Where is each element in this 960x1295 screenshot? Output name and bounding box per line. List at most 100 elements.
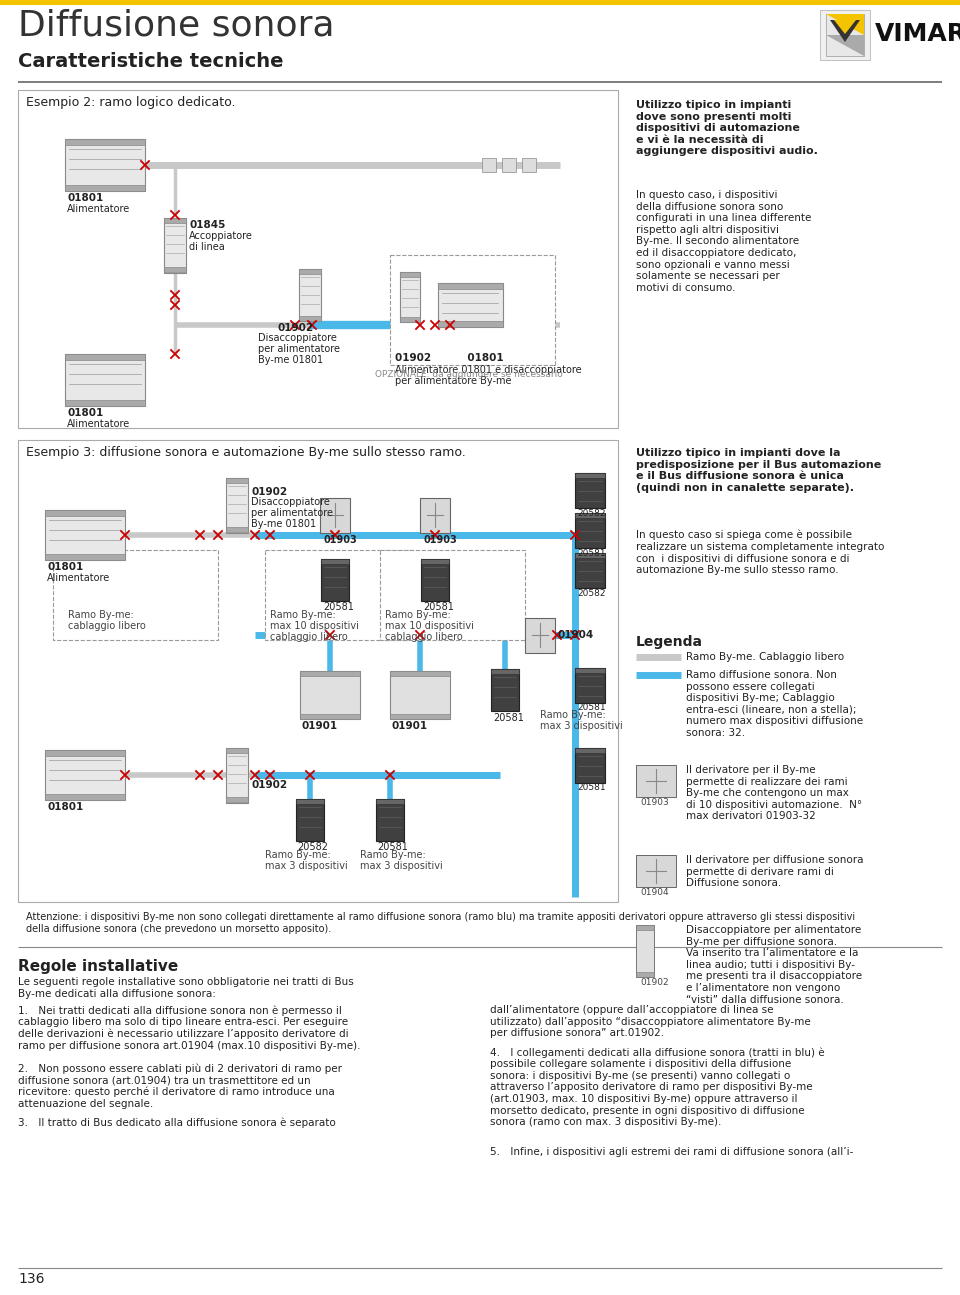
Text: 20581: 20581 — [423, 602, 454, 613]
Bar — [438, 284, 503, 328]
Text: 01904: 01904 — [640, 888, 668, 897]
Text: 20581: 20581 — [577, 783, 606, 793]
Bar — [65, 185, 145, 190]
Bar — [400, 272, 420, 322]
Bar — [226, 478, 248, 483]
Text: 01904: 01904 — [557, 629, 593, 640]
Bar — [826, 14, 864, 56]
Text: 01903: 01903 — [423, 535, 457, 545]
Text: Ramo By-me:: Ramo By-me: — [68, 610, 133, 620]
Bar — [575, 668, 605, 673]
Bar — [18, 440, 618, 903]
Bar — [390, 671, 450, 719]
Text: 01902: 01902 — [251, 487, 287, 497]
Bar — [575, 749, 605, 783]
Text: Utilizzo tipico in impianti
dove sono presenti molti
dispositivi di automazione
: Utilizzo tipico in impianti dove sono pr… — [636, 100, 818, 157]
Text: 2. Non possono essere cablati più di 2 derivatori di ramo per
diffusione sonora : 2. Non possono essere cablati più di 2 d… — [18, 1063, 342, 1109]
Text: Esempio 2: ramo logico dedicato.: Esempio 2: ramo logico dedicato. — [26, 96, 235, 109]
Bar — [45, 554, 125, 559]
Text: 20581: 20581 — [577, 703, 606, 712]
Text: 01901: 01901 — [392, 721, 428, 730]
Text: Alimentatore 01801 e disaccoppiatore: Alimentatore 01801 e disaccoppiatore — [395, 365, 582, 376]
Bar — [820, 10, 870, 60]
Text: 01801: 01801 — [67, 193, 104, 203]
Text: per alimentatore: per alimentatore — [258, 344, 340, 354]
Text: Ramo By-me:: Ramo By-me: — [540, 710, 606, 720]
Bar — [299, 269, 321, 275]
Text: In questo caso, i dispositivi
della diffusione sonora sono
configurati in una li: In questo caso, i dispositivi della diff… — [636, 190, 811, 293]
Text: 01901: 01901 — [302, 721, 338, 730]
Bar — [502, 158, 516, 172]
Text: di linea: di linea — [189, 242, 225, 253]
Text: OPZIONALE: da aggiungere se necessario: OPZIONALE: da aggiungere se necessario — [375, 370, 563, 379]
Text: Ramo By-me:: Ramo By-me: — [360, 850, 425, 860]
Text: Ramo By-me:: Ramo By-me: — [265, 850, 331, 860]
Bar — [636, 855, 676, 887]
Text: 136: 136 — [18, 1272, 44, 1286]
Bar — [45, 750, 125, 756]
Polygon shape — [834, 19, 856, 34]
Bar — [575, 513, 605, 518]
Polygon shape — [830, 19, 860, 41]
Text: 01903: 01903 — [640, 798, 669, 807]
Bar — [636, 765, 676, 796]
Text: By-me 01801: By-me 01801 — [251, 519, 316, 528]
Text: 01801: 01801 — [67, 408, 104, 418]
Text: 01845: 01845 — [189, 220, 226, 231]
Bar — [65, 139, 145, 145]
Text: per alimentatore By-me: per alimentatore By-me — [395, 376, 512, 386]
Text: 20581: 20581 — [323, 602, 354, 613]
Bar — [482, 158, 496, 172]
Text: Disaccoppiatore: Disaccoppiatore — [258, 333, 337, 343]
Text: 20582: 20582 — [297, 842, 328, 852]
Bar — [299, 269, 321, 321]
Text: 01902: 01902 — [278, 322, 314, 333]
Bar — [575, 473, 605, 478]
Text: 20581: 20581 — [377, 842, 408, 852]
Bar — [265, 550, 410, 640]
Text: Utilizzo tipico in impianti dove la
predisposizione per il Bus automazione
e il : Utilizzo tipico in impianti dove la pred… — [636, 448, 881, 493]
Bar — [438, 321, 503, 328]
Bar — [491, 670, 519, 673]
Text: 20582: 20582 — [577, 509, 606, 518]
Text: By-me 01801: By-me 01801 — [258, 355, 324, 365]
Bar — [300, 714, 360, 719]
Bar — [53, 550, 218, 640]
Text: 20581: 20581 — [493, 714, 524, 723]
Text: Disaccoppiatore: Disaccoppiatore — [251, 497, 330, 508]
Bar — [575, 553, 605, 588]
Bar — [376, 799, 404, 840]
Bar — [45, 510, 125, 559]
Bar — [164, 218, 186, 223]
Bar — [45, 510, 125, 515]
Bar — [45, 794, 125, 800]
Text: Legenda: Legenda — [636, 635, 703, 649]
Bar — [575, 668, 605, 703]
Bar — [421, 559, 449, 601]
Bar — [300, 671, 360, 719]
Bar — [321, 559, 349, 565]
Text: 01801: 01801 — [47, 562, 84, 572]
Text: 01902: 01902 — [251, 780, 287, 790]
Polygon shape — [826, 35, 864, 56]
Bar — [575, 553, 605, 558]
Text: Ramo By-me:: Ramo By-me: — [385, 610, 451, 620]
Text: 20581: 20581 — [577, 549, 606, 558]
Bar — [164, 218, 186, 273]
Text: Esempio 3: diffusione sonora e automazione By-me sullo stesso ramo.: Esempio 3: diffusione sonora e automazio… — [26, 445, 466, 458]
Text: Disaccoppiatore per alimentatore
By-me per diffusione sonora.
Va inserito tra l’: Disaccoppiatore per alimentatore By-me p… — [686, 925, 862, 1005]
Text: Regole installative: Regole installative — [18, 960, 179, 974]
Text: Caratteristiche tecniche: Caratteristiche tecniche — [18, 52, 283, 71]
Bar — [65, 354, 145, 407]
Bar — [575, 513, 605, 548]
Text: Alimentatore: Alimentatore — [67, 205, 131, 214]
Text: dall’alimentatore (oppure dall’accoppiatore di linea se
utilizzato) dall’apposit: dall’alimentatore (oppure dall’accoppiat… — [490, 1005, 811, 1039]
Bar — [65, 139, 145, 190]
Text: per alimentatore: per alimentatore — [251, 508, 333, 518]
Text: Ramo By-me. Cablaggio libero: Ramo By-me. Cablaggio libero — [686, 651, 844, 662]
Polygon shape — [826, 14, 864, 35]
Text: 01801: 01801 — [47, 802, 84, 812]
Bar — [65, 354, 145, 360]
Bar — [390, 255, 555, 365]
Bar — [636, 925, 654, 976]
